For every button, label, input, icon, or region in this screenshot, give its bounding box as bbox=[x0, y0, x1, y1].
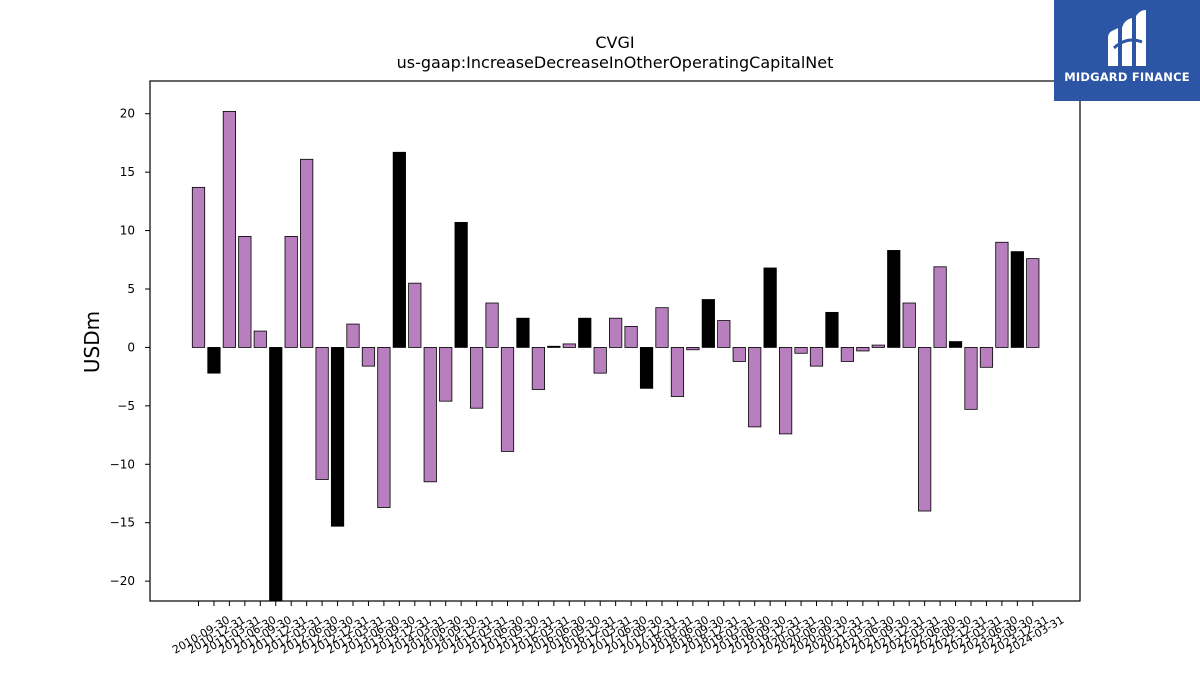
bar-2014-09-30 bbox=[439, 347, 453, 402]
bar-2023-03-31 bbox=[964, 347, 978, 410]
bar-2018-09-30 bbox=[686, 347, 700, 351]
bar-2015-12-31 bbox=[516, 317, 530, 348]
x-ticks-group: 2010-09-302010-12-312011-03-312011-06-30… bbox=[170, 601, 1066, 657]
bar-2012-12-31 bbox=[330, 347, 345, 527]
bar-2023-09-30 bbox=[995, 241, 1009, 348]
bar-2015-09-30 bbox=[500, 347, 515, 452]
bar-2022-06-30 bbox=[918, 347, 932, 512]
bar-2015-06-30 bbox=[485, 302, 499, 348]
bar-2020-03-31 bbox=[779, 347, 793, 435]
bar-2023-06-30 bbox=[979, 347, 994, 368]
bar-2017-12-31 bbox=[639, 347, 654, 389]
bar-2021-12-31 bbox=[887, 250, 901, 348]
y-tick-label: −10 bbox=[110, 457, 135, 471]
bar-2011-09-30 bbox=[253, 330, 267, 348]
y-tick-label: 15 bbox=[120, 165, 135, 179]
bar-2021-06-30 bbox=[856, 347, 870, 352]
y-tick-label: −5 bbox=[117, 399, 135, 413]
y-ticks-group: −20 −15 −10 −5 0 5 10 15 20 bbox=[110, 107, 150, 588]
bar-2019-12-31 bbox=[763, 267, 777, 348]
bar-2022-03-31 bbox=[902, 302, 916, 348]
bar-2013-03-31 bbox=[346, 323, 360, 348]
bar-2020-09-30 bbox=[809, 347, 824, 367]
bar-2016-03-31 bbox=[531, 347, 546, 390]
brand-name: MIDGARD FINANCE bbox=[1064, 70, 1190, 84]
bar-2011-03-31 bbox=[222, 110, 236, 348]
midgard-logo-icon bbox=[1108, 10, 1146, 66]
bar-2017-06-30 bbox=[609, 317, 623, 348]
bar-2018-03-31 bbox=[655, 307, 669, 348]
y-tick-label: 20 bbox=[120, 107, 135, 121]
y-tick-label: 5 bbox=[127, 282, 135, 296]
bar-2010-12-31 bbox=[207, 347, 221, 374]
bar-2016-09-30 bbox=[562, 343, 576, 348]
y-tick-label: 0 bbox=[127, 340, 135, 354]
bar-2012-09-30 bbox=[315, 347, 329, 480]
bars-group bbox=[191, 110, 1040, 602]
bar-2018-06-30 bbox=[670, 347, 685, 397]
bar-2017-09-30 bbox=[624, 325, 638, 348]
bar-2012-03-31 bbox=[284, 236, 298, 348]
bar-2019-03-31 bbox=[717, 320, 731, 348]
bar-2019-09-30 bbox=[748, 347, 762, 428]
y-tick-label: −20 bbox=[110, 574, 135, 588]
bar-2016-12-31 bbox=[578, 317, 592, 348]
bar-2011-06-30 bbox=[238, 236, 252, 348]
bar-2020-12-31 bbox=[825, 311, 839, 348]
bar-2010-09-30 bbox=[191, 186, 206, 348]
bar-2013-09-30 bbox=[377, 347, 391, 508]
bar-2016-06-30 bbox=[547, 345, 561, 348]
bar-2024-03-31 bbox=[1026, 258, 1040, 348]
bar-2013-06-30 bbox=[361, 347, 376, 367]
y-tick-label: 10 bbox=[120, 224, 135, 238]
bar-2014-03-31 bbox=[408, 282, 422, 348]
y-tick-label: −15 bbox=[110, 516, 135, 530]
bar-2023-12-31 bbox=[1010, 251, 1024, 348]
brand-logo: MIDGARD FINANCE bbox=[1054, 0, 1200, 101]
bar-2018-12-31 bbox=[701, 299, 715, 348]
bar-2011-12-31 bbox=[269, 347, 283, 602]
bar-2022-12-31 bbox=[948, 341, 963, 348]
bar-2021-03-31 bbox=[840, 347, 855, 362]
bar-2022-09-30 bbox=[933, 266, 947, 348]
bar-2021-09-30 bbox=[871, 344, 885, 348]
bar-2012-06-30 bbox=[300, 158, 314, 348]
y-axis-label: USDm bbox=[80, 311, 104, 373]
bar-2015-03-31 bbox=[469, 347, 484, 409]
bar-2013-12-31 bbox=[392, 151, 406, 348]
bar-2014-06-30 bbox=[423, 347, 437, 483]
chart-subtitle: us-gaap:IncreaseDecreaseInOtherOperating… bbox=[397, 53, 834, 72]
plot-frame bbox=[149, 80, 1081, 602]
bar-2020-06-30 bbox=[794, 347, 808, 354]
bar-2017-03-31 bbox=[593, 347, 607, 374]
bar-2019-06-30 bbox=[732, 347, 746, 362]
bar-2014-12-31 bbox=[454, 221, 468, 348]
chart-title: CVGI bbox=[595, 33, 634, 52]
